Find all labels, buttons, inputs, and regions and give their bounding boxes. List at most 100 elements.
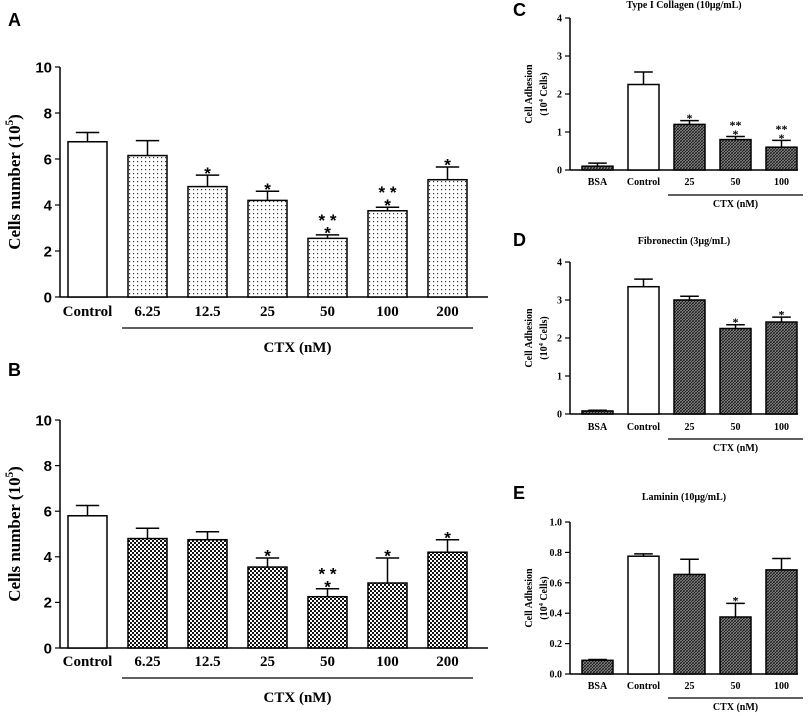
category-label: 6.25	[134, 654, 160, 670]
category-label: BSA	[588, 177, 608, 188]
category-label: 50	[731, 422, 741, 433]
bar	[247, 566, 288, 649]
y-tick-label: 2	[44, 595, 52, 612]
panel-letter: B	[8, 360, 21, 380]
y-axis-label: Cells number (105)	[4, 114, 24, 250]
y-tick-label: 3	[557, 296, 562, 307]
category-label: 100	[774, 177, 789, 188]
bar	[67, 141, 108, 298]
significance-marker: **	[730, 118, 742, 132]
y-tick-label: 0	[44, 640, 52, 657]
y-axis-label2-sup: 4	[538, 98, 545, 102]
bar	[427, 178, 468, 298]
bar	[67, 515, 108, 649]
y-axis-label-sup: 5	[4, 471, 16, 477]
bar	[765, 146, 798, 171]
panel-letter: A	[8, 10, 21, 30]
significance-marker: *	[324, 224, 331, 243]
y-axis-label-line2: (104 Cells)	[538, 316, 550, 360]
bar	[127, 537, 168, 649]
y-tick-label: 1	[557, 372, 562, 383]
y-tick-label: 2	[557, 90, 562, 101]
y-tick-label: 1.0	[550, 518, 563, 529]
bar	[627, 83, 660, 171]
y-axis-label-text: Cell Adhesion	[524, 64, 535, 124]
panel-letter: D	[513, 230, 526, 250]
category-label: 25	[685, 681, 695, 692]
significance-marker: *	[324, 577, 331, 596]
chart-title: Type I Collagen (10μg/mL)	[626, 0, 741, 11]
category-label: 50	[731, 681, 741, 692]
y-axis-label-text: Cells number (10	[5, 477, 24, 601]
y-axis-label-text: Cells number (10	[5, 125, 24, 249]
bar	[627, 555, 660, 675]
category-label: Control	[627, 422, 660, 433]
y-tick-label: 8	[44, 458, 52, 475]
panel-letter: E	[513, 483, 525, 503]
bar	[187, 185, 228, 298]
y-tick-label: 0.6	[550, 578, 563, 589]
y-tick-label: 4	[44, 197, 53, 214]
bar	[581, 410, 614, 415]
bar	[247, 199, 288, 298]
bar	[673, 123, 706, 171]
y-tick-label: 0.0	[550, 670, 563, 681]
significance-marker: *	[384, 196, 391, 215]
bar	[367, 210, 408, 298]
y-axis-label-sup: 5	[4, 119, 16, 125]
significance-marker: *	[733, 315, 739, 329]
y-axis-label-text: Cell Adhesion	[524, 308, 535, 368]
significance-marker: *	[687, 111, 693, 125]
category-label: 200	[436, 654, 459, 670]
significance-marker: *	[733, 594, 739, 608]
bar	[719, 138, 752, 171]
y-axis-label-close: )	[5, 466, 24, 472]
category-label: 100	[774, 681, 789, 692]
y-tick-label: 0	[557, 410, 562, 421]
category-label: BSA	[588, 422, 608, 433]
bar	[581, 165, 614, 171]
x-axis-label: CTX (nM)	[264, 340, 332, 356]
significance-marker: *	[264, 180, 271, 199]
bar	[187, 538, 228, 649]
category-label: Control	[63, 654, 113, 670]
significance-marker: *	[779, 308, 785, 322]
y-axis-label: Cell Adhesion	[524, 568, 535, 628]
y-tick-label: 6	[44, 503, 52, 520]
y-axis-label-line2: (104 Cells)	[538, 576, 550, 620]
y-axis-label-line2: (104 Cells)	[538, 72, 550, 116]
chart-title: Fibronectin (3μg/mL)	[638, 236, 730, 247]
category-label: 6.25	[134, 304, 160, 320]
y-axis-label2-close: Cells)	[539, 316, 550, 343]
panel-a: A 0 2 4 6 8 10 Cells number (105) Control 6.25 * 12…	[4, 10, 488, 356]
x-axis-label: CTX (nM)	[713, 702, 758, 713]
bar	[627, 285, 660, 415]
y-axis-label-text: Cell Adhesion	[524, 568, 535, 628]
y-axis-label2-text: (10	[539, 102, 550, 115]
significance-marker: * *	[379, 183, 397, 202]
y-tick-label: 0.8	[550, 548, 563, 559]
bar	[765, 569, 798, 675]
category-label: 100	[376, 304, 399, 320]
y-axis-label2-close: Cells)	[539, 576, 550, 603]
y-axis-label-close: )	[5, 114, 24, 120]
category-label: 25	[260, 654, 275, 670]
category-label: BSA	[588, 681, 608, 692]
significance-marker: *	[733, 127, 739, 141]
y-tick-label: 10	[35, 412, 52, 429]
y-tick-label: 8	[44, 105, 52, 122]
significance-marker: *	[444, 156, 451, 175]
category-label: 100	[774, 422, 789, 433]
category-label: 200	[436, 304, 459, 320]
category-label: 50	[731, 177, 741, 188]
category-label: Control	[63, 304, 113, 320]
category-label: 50	[320, 304, 335, 320]
category-label: 12.5	[194, 654, 220, 670]
category-label: 25	[685, 422, 695, 433]
y-tick-label: 2	[44, 243, 52, 260]
x-axis-label: CTX (nM)	[713, 443, 758, 454]
bar	[581, 659, 614, 675]
